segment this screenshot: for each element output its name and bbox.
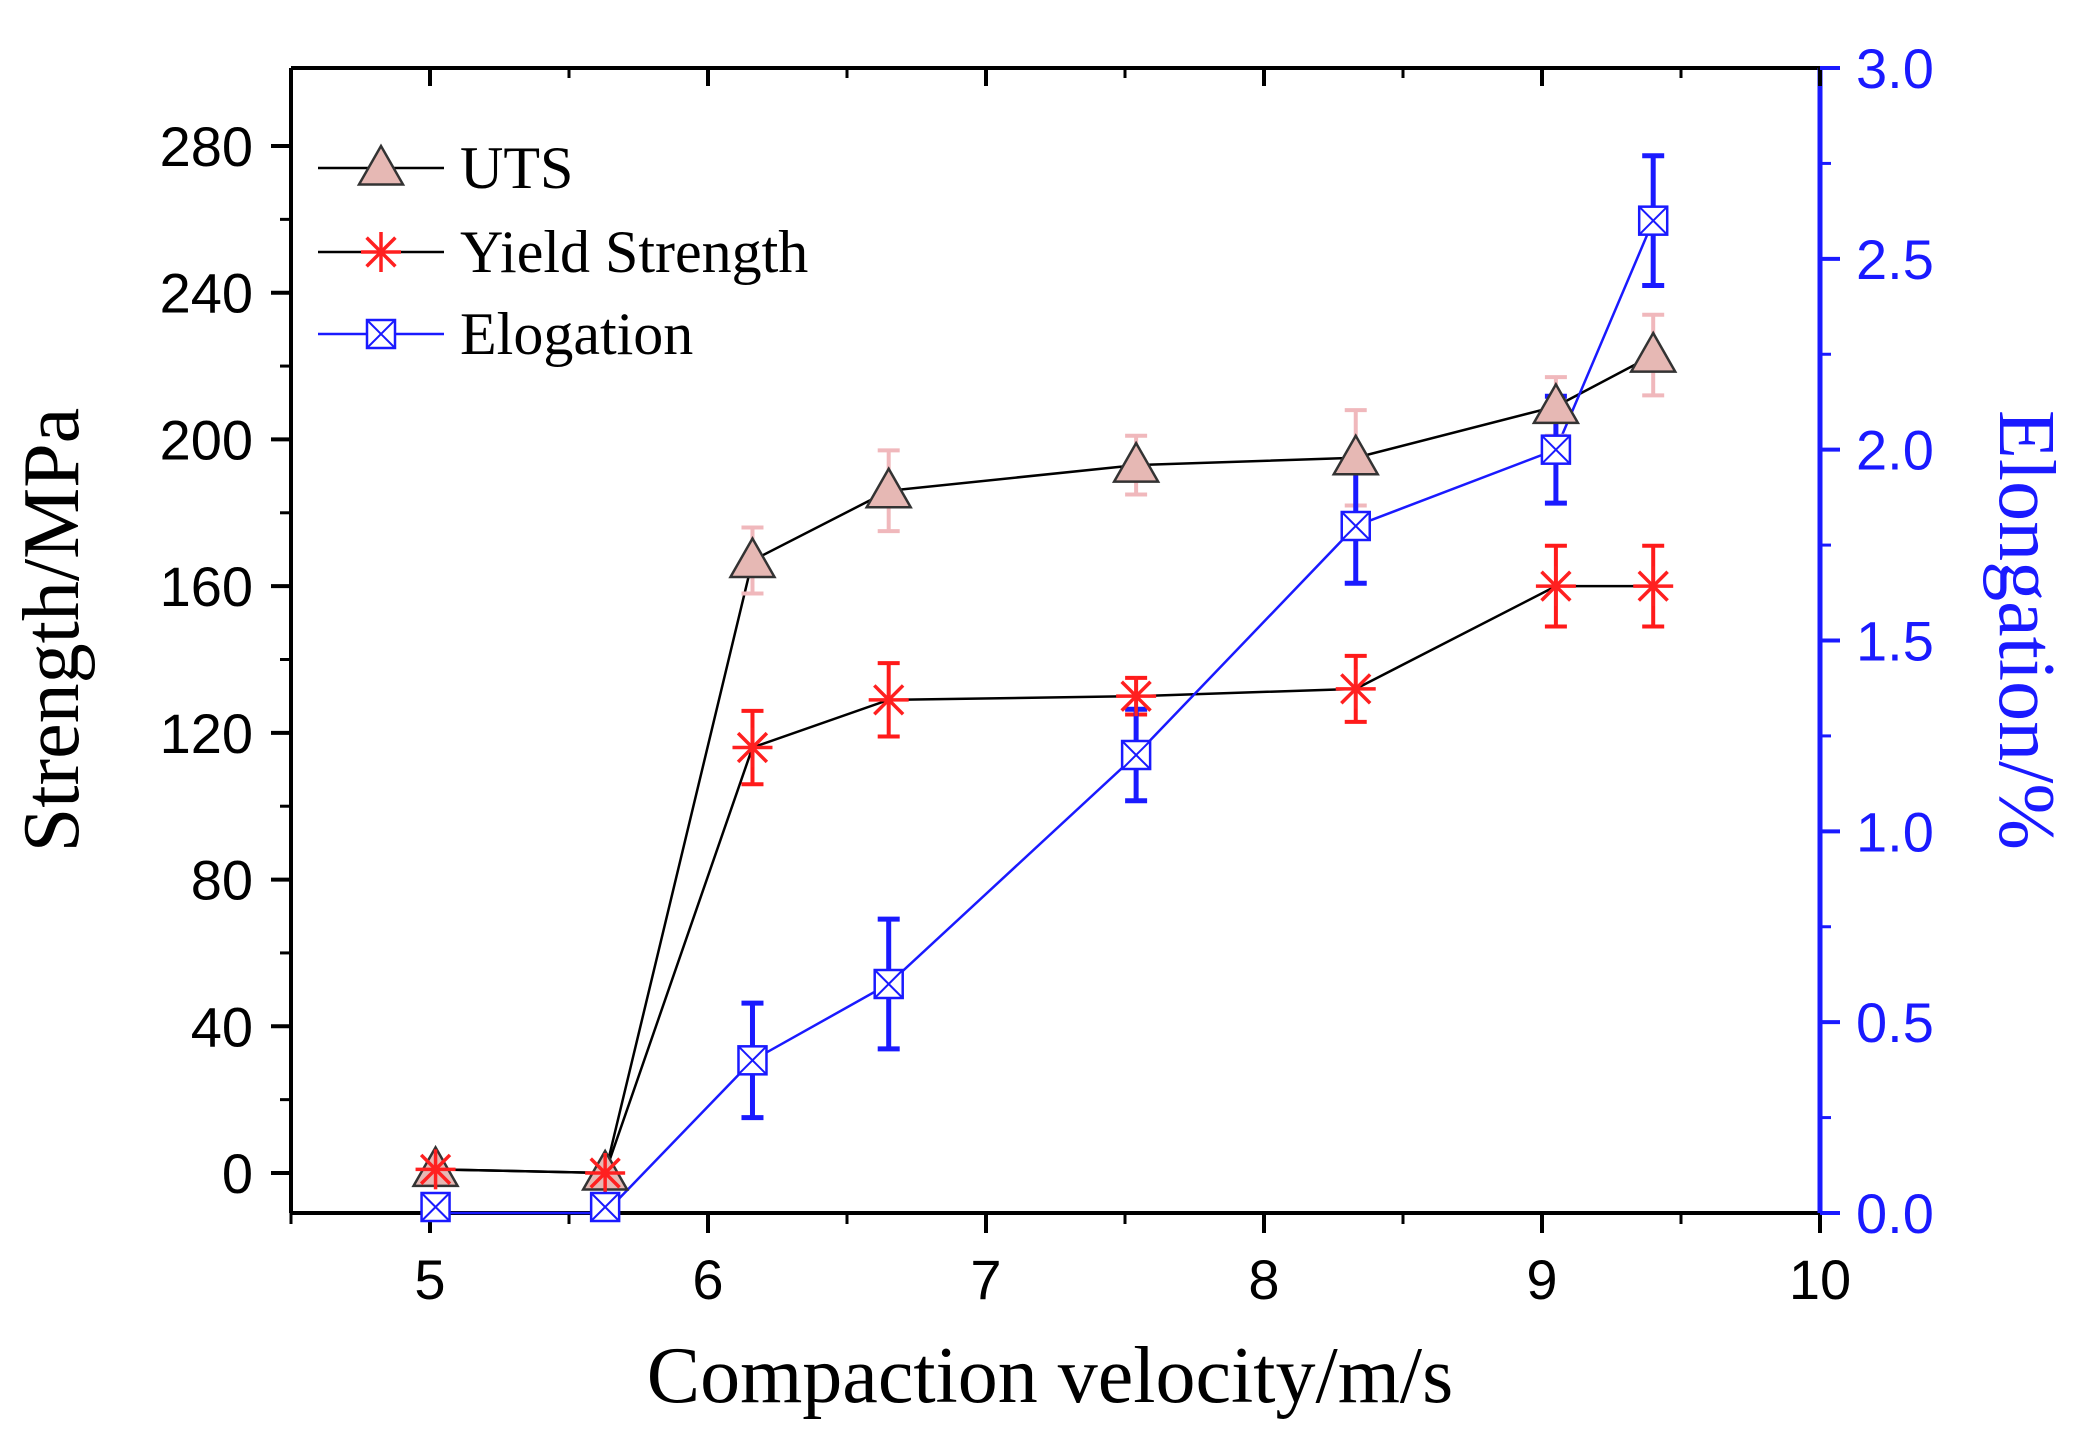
triangle-marker bbox=[1629, 330, 1678, 373]
data-point-uts bbox=[728, 535, 777, 579]
data-point-elogation bbox=[873, 968, 904, 1000]
data-point-uts bbox=[1531, 381, 1581, 425]
data-point-elogation bbox=[1120, 739, 1152, 771]
square-cross bbox=[1341, 511, 1371, 541]
data-point-yield-strength bbox=[585, 1153, 626, 1193]
x-axis-title: Compaction velocity/m/s bbox=[647, 1332, 1454, 1420]
data-point-yield-strength bbox=[1116, 676, 1157, 717]
triangle-marker bbox=[1111, 440, 1161, 483]
legend-marker bbox=[361, 232, 401, 272]
asterisk-stroke bbox=[1340, 673, 1372, 705]
legend-label: UTS bbox=[460, 135, 573, 201]
data-point-elogation bbox=[589, 1191, 621, 1223]
y2-tick-label: 0.0 bbox=[1856, 1182, 1934, 1245]
x-tick-label: 6 bbox=[692, 1248, 723, 1311]
asterisk-stroke bbox=[419, 1153, 452, 1185]
y2-tick-label: 3.0 bbox=[1856, 37, 1934, 100]
legend: UTS Yield Strength Elogation bbox=[318, 135, 808, 367]
y2-tick-label: 1.5 bbox=[1856, 610, 1934, 673]
square-cross bbox=[366, 319, 396, 349]
asterisk-stroke bbox=[1637, 570, 1669, 602]
square-cross bbox=[873, 969, 904, 999]
legend-label: Yield Strength bbox=[460, 219, 808, 285]
y-tick-label: 280 bbox=[160, 115, 253, 178]
data-point-yield-strength bbox=[868, 679, 909, 720]
data-point-elogation bbox=[1540, 434, 1572, 465]
data-point-uts bbox=[1111, 440, 1161, 483]
asterisk-stroke bbox=[873, 684, 905, 716]
y-tick-label: 40 bbox=[191, 995, 253, 1058]
axes-layer: 5 6 7 8 9 10 0 40 80 120 160 200 240 280 0.0 0.5 1.0 1.5 2… bbox=[160, 37, 1934, 1311]
x-tick-label: 10 bbox=[1789, 1248, 1851, 1311]
x-tick-label: 5 bbox=[414, 1248, 445, 1311]
legend-marker bbox=[365, 318, 397, 350]
data-point-yield-strength bbox=[1335, 668, 1376, 709]
data-point-yield-strength bbox=[732, 727, 773, 768]
y2-tick-label: 2.0 bbox=[1856, 419, 1934, 482]
legend-marker bbox=[356, 143, 406, 186]
legend-item-yield-strength: Yield Strength bbox=[318, 219, 808, 285]
y2-axis-title: Elongation/% bbox=[1982, 410, 2070, 850]
triangle-marker bbox=[1531, 381, 1581, 425]
y-tick-label: 0 bbox=[222, 1142, 253, 1205]
square-cross bbox=[1121, 740, 1151, 770]
y-tick-label: 120 bbox=[160, 702, 253, 765]
data-point-elogation bbox=[1637, 205, 1669, 236]
triangle-marker bbox=[864, 466, 913, 509]
data-point-yield-strength bbox=[415, 1149, 456, 1190]
y-axis-title: Strength/MPa bbox=[8, 408, 96, 852]
square-cross bbox=[590, 1192, 620, 1222]
x-tick-label: 7 bbox=[970, 1248, 1001, 1311]
data-point-uts bbox=[1331, 433, 1380, 476]
asterisk-stroke bbox=[365, 236, 397, 268]
series-line-uts bbox=[435, 353, 1654, 1175]
triangle-marker bbox=[356, 143, 406, 186]
asterisk-stroke bbox=[1120, 680, 1152, 712]
data-point-uts bbox=[864, 466, 913, 509]
y2-tick-label: 0.5 bbox=[1856, 991, 1934, 1054]
data-point-uts bbox=[1629, 330, 1678, 373]
legend-label: Elogation bbox=[460, 301, 693, 367]
y2-tick-label: 1.0 bbox=[1856, 800, 1934, 863]
asterisk-stroke bbox=[589, 1157, 621, 1189]
x-tick-label: 9 bbox=[1526, 1248, 1557, 1311]
series-line-elogation bbox=[435, 220, 1655, 1215]
series-line-yield-strength bbox=[435, 584, 1654, 1175]
series-layer bbox=[411, 153, 1678, 1223]
legend-item-uts: UTS bbox=[318, 135, 573, 201]
data-point-elogation bbox=[737, 1045, 768, 1076]
data-point-elogation bbox=[420, 1191, 451, 1223]
y-tick-label: 80 bbox=[191, 849, 253, 912]
square-cross bbox=[1541, 434, 1571, 465]
x-tick-label: 8 bbox=[1248, 1248, 1279, 1311]
asterisk-stroke bbox=[1540, 570, 1572, 602]
y-tick-label: 160 bbox=[160, 555, 253, 618]
y-tick-label: 200 bbox=[160, 408, 253, 471]
data-point-elogation bbox=[1340, 510, 1371, 542]
y-tick-label: 240 bbox=[160, 262, 253, 325]
triangle-marker bbox=[1331, 433, 1380, 476]
y2-tick-label: 2.5 bbox=[1856, 228, 1934, 291]
data-point-yield-strength bbox=[1535, 566, 1576, 607]
square-cross bbox=[420, 1192, 451, 1222]
square-cross bbox=[1638, 205, 1668, 236]
legend-item-elogation: Elogation bbox=[318, 301, 693, 367]
asterisk-stroke bbox=[736, 731, 769, 764]
square-cross bbox=[737, 1045, 768, 1076]
triangle-marker bbox=[728, 535, 777, 579]
data-point-yield-strength bbox=[1633, 566, 1674, 607]
